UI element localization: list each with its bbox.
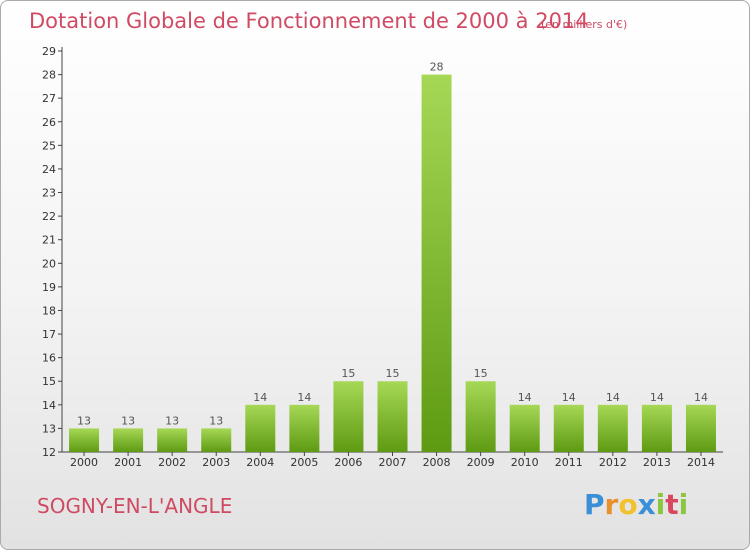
x-tick-label: 2001 <box>114 456 142 469</box>
y-tick-label: 16 <box>42 352 56 365</box>
x-tick-label: 2007 <box>379 456 407 469</box>
y-tick-label: 22 <box>42 210 56 223</box>
bar <box>201 428 232 452</box>
bar-value-label: 13 <box>121 414 135 427</box>
x-tick-label: 2003 <box>202 456 230 469</box>
bar <box>685 404 716 452</box>
bar <box>289 404 320 452</box>
y-tick-label: 19 <box>42 281 56 294</box>
bar-value-label: 14 <box>650 391 664 404</box>
y-tick-label: 24 <box>42 163 56 176</box>
y-tick-label: 15 <box>42 375 56 388</box>
bar <box>597 404 628 452</box>
bar-value-label: 14 <box>518 391 532 404</box>
y-tick-label: 26 <box>42 116 56 129</box>
y-axis: 12 13 14 15 16 17 18 19 20 21 22 23 24 25 26 27 28 29 <box>42 45 63 459</box>
bar-value-label: 14 <box>694 391 708 404</box>
bar <box>641 404 672 452</box>
bar-value-label: 13 <box>165 414 179 427</box>
bar-value-label: 13 <box>77 414 91 427</box>
x-tick-label: 2002 <box>158 456 186 469</box>
chart-unit: (en milliers d'€) <box>541 18 628 31</box>
y-tick-label: 14 <box>42 399 56 412</box>
x-axis: 2000 2001 2002 2003 2004 2005 2006 2007 2008 2009… <box>62 451 723 469</box>
x-tick-label: 2014 <box>687 456 715 469</box>
bar <box>421 74 452 453</box>
x-tick-label: 2008 <box>423 456 451 469</box>
y-tick-label: 17 <box>42 328 56 341</box>
bar <box>157 428 188 452</box>
bar-value-label: 14 <box>562 391 576 404</box>
x-tick-label: 2010 <box>511 456 539 469</box>
x-tick-label: 2013 <box>643 456 671 469</box>
y-tick-label: 29 <box>42 45 56 58</box>
bar <box>333 381 364 452</box>
y-tick-label: 18 <box>42 304 56 317</box>
bar-value-label: 14 <box>606 391 620 404</box>
x-tick-label: 2012 <box>599 456 627 469</box>
y-tick-label: 13 <box>42 422 56 435</box>
x-tick-label: 2000 <box>70 456 98 469</box>
x-tick-label: 2006 <box>334 456 362 469</box>
y-tick-label: 23 <box>42 187 56 200</box>
y-tick-label: 25 <box>42 139 56 152</box>
bar <box>509 404 540 452</box>
bar-value-label: 15 <box>474 367 488 380</box>
bar-value-label: 15 <box>386 367 400 380</box>
bar <box>553 404 584 452</box>
bar-value-label: 28 <box>430 61 444 74</box>
y-tick-label: 20 <box>42 257 56 270</box>
bar <box>113 428 144 452</box>
bar <box>377 381 408 452</box>
y-tick-label: 21 <box>42 234 56 247</box>
y-tick-label: 12 <box>42 446 56 459</box>
y-tick-label: 27 <box>42 92 56 105</box>
bars: 13 13 13 13 14 14 15 15 28 15 14 14 14 14 14 <box>69 61 716 453</box>
bar-value-label: 15 <box>341 367 355 380</box>
x-tick-label: 2011 <box>555 456 583 469</box>
bar <box>69 428 100 452</box>
commune-name: SOGNY-EN-L'ANGLE <box>37 494 233 518</box>
x-tick-label: 2004 <box>246 456 274 469</box>
proxiti-logo: Proxiti <box>584 488 689 521</box>
bar-value-label: 14 <box>253 391 267 404</box>
bar <box>465 381 496 452</box>
bar-value-label: 13 <box>209 414 223 427</box>
bar-value-label: 14 <box>297 391 311 404</box>
x-tick-label: 2005 <box>290 456 318 469</box>
bar <box>245 404 276 452</box>
chart-title: Dotation Globale de Fonctionnement de 20… <box>29 9 589 33</box>
x-tick-label: 2009 <box>467 456 495 469</box>
y-tick-label: 28 <box>42 69 56 82</box>
